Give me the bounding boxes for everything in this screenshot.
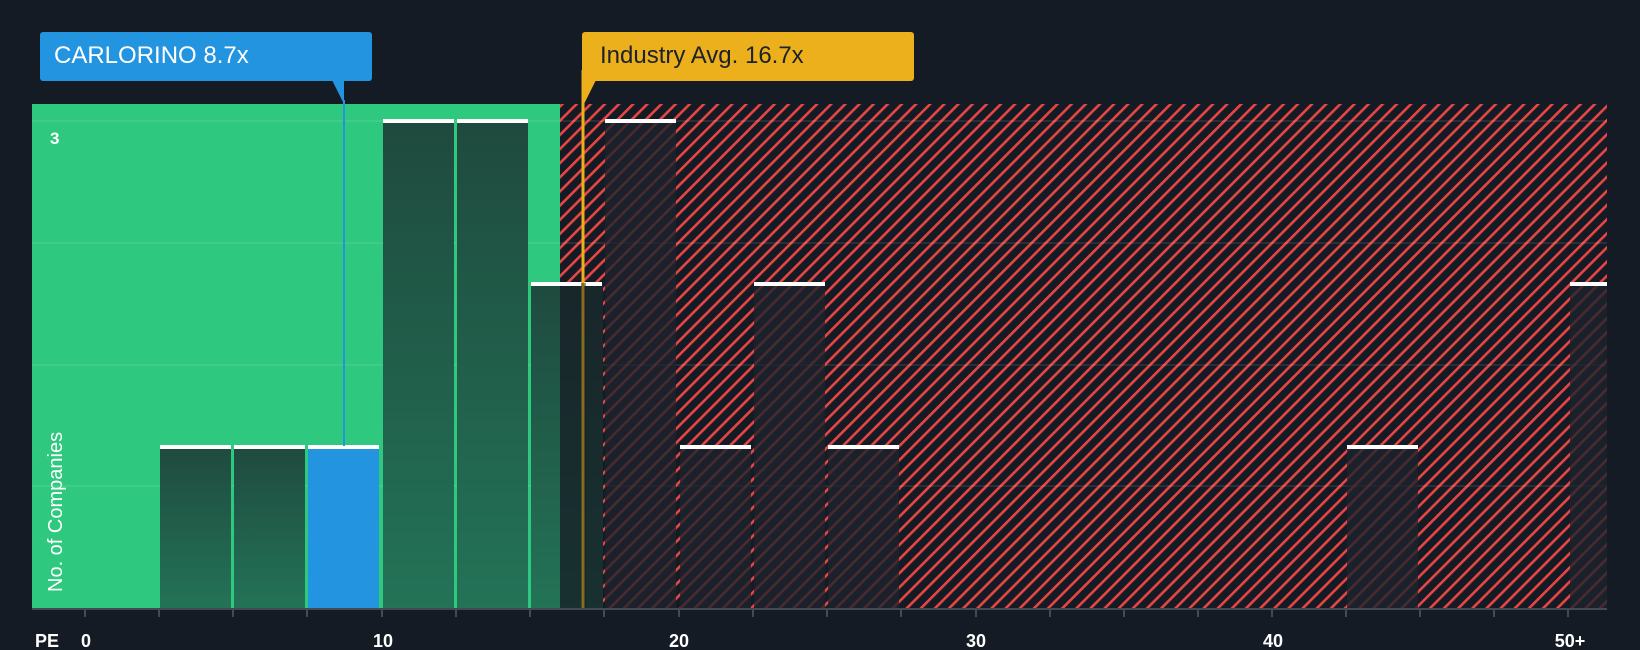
bar-12.5-15[interactable] <box>457 120 528 608</box>
bar-25-27.5[interactable] <box>828 446 899 608</box>
bars <box>160 120 1607 608</box>
x-tick-30: 30 <box>966 631 986 650</box>
bar-17.5-20[interactable] <box>605 120 676 608</box>
company-pe-label: CARLORINO 8.7x <box>40 32 372 81</box>
x-tick-20: 20 <box>669 631 689 650</box>
x-tick-40: 40 <box>1263 631 1283 650</box>
bar-2.5-5[interactable] <box>160 446 231 608</box>
y-axis-title: No. of Companies <box>45 432 67 592</box>
industry-average-label: Industry Avg. 16.7x <box>582 32 914 81</box>
industry-line-shade <box>581 283 586 608</box>
y-tick-3: 3 <box>50 129 59 148</box>
bar-22.5-25[interactable] <box>754 283 825 608</box>
x-axis-ticks <box>84 609 1569 617</box>
x-axis-title: PE <box>35 631 59 650</box>
bar-50-plus[interactable] <box>1570 283 1607 608</box>
bar-caps <box>160 119 1607 449</box>
company-label-tail <box>332 80 344 104</box>
bar-20-22.5[interactable] <box>680 446 751 608</box>
bar-42.5-45[interactable] <box>1347 446 1418 608</box>
x-tick-50: 50+ <box>1555 631 1586 650</box>
bar-5-7.5[interactable] <box>234 446 305 608</box>
bar-7.5-10-carlorino[interactable] <box>308 446 379 608</box>
bar-10-12.5[interactable] <box>383 120 454 608</box>
x-tick-0: 0 <box>81 631 91 650</box>
x-tick-10: 10 <box>373 631 393 650</box>
industry-label-tail <box>582 80 596 104</box>
